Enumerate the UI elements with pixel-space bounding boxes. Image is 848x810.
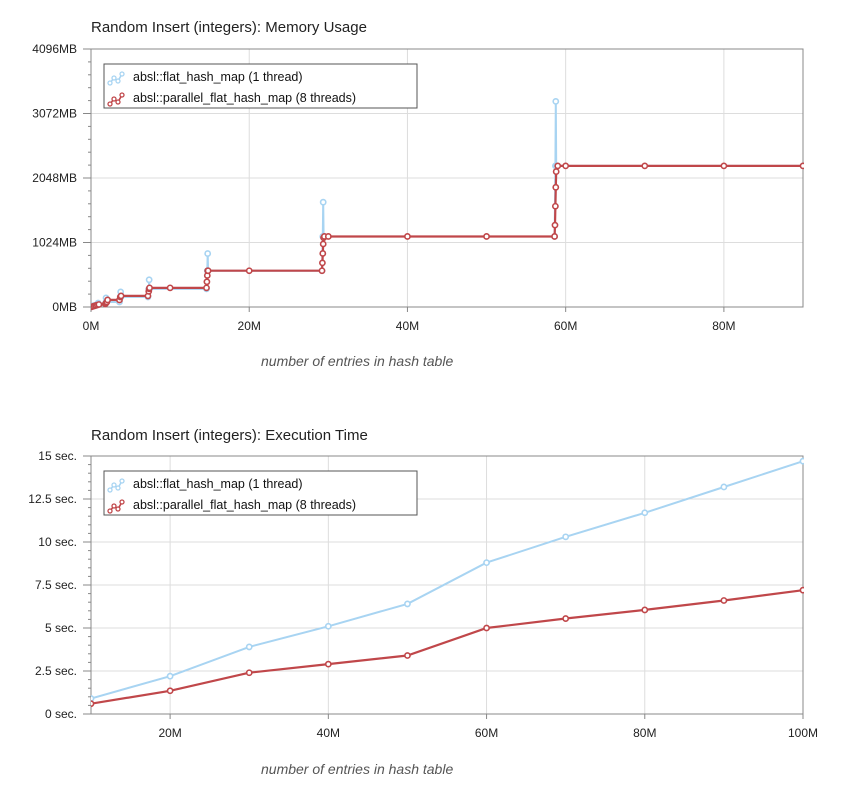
data-point bbox=[483, 233, 490, 240]
y-tick-label: 12.5 sec. bbox=[28, 492, 77, 506]
data-point bbox=[552, 98, 560, 105]
memory-usage-chart: Random Insert (integers): Memory Usage 0… bbox=[0, 0, 848, 400]
data-point bbox=[641, 606, 649, 614]
legend-line-icon bbox=[107, 92, 125, 107]
x-axis-label: number of entries in hash table bbox=[261, 761, 454, 777]
y-tick-label: 7.5 sec. bbox=[35, 578, 77, 592]
data-point bbox=[720, 483, 728, 491]
data-point bbox=[203, 278, 211, 286]
data-point bbox=[552, 183, 560, 191]
data-point bbox=[641, 509, 649, 517]
data-point bbox=[324, 660, 332, 668]
data-point bbox=[641, 162, 649, 170]
x-tick-label: 20M bbox=[238, 319, 261, 333]
chart-title: Random Insert (integers): Execution Time bbox=[91, 427, 368, 444]
data-point bbox=[799, 457, 804, 465]
data-point bbox=[554, 162, 562, 170]
data-point bbox=[799, 586, 804, 594]
series-line bbox=[91, 460, 804, 700]
data-point bbox=[245, 643, 253, 651]
legend: absl::flat_hash_map (1 thread)absl::para… bbox=[103, 470, 418, 516]
data-point bbox=[483, 559, 490, 567]
y-tick-label: 0 sec. bbox=[45, 707, 77, 721]
y-tick-label: 4096MB bbox=[32, 42, 77, 56]
data-point bbox=[166, 672, 174, 680]
execution-time-plot: 0 sec. 2.5 sec. 5 sec. 7.5 sec. 10 sec. 12.5 … bbox=[28, 449, 818, 740]
y-tick-label: 15 sec. bbox=[38, 449, 77, 463]
data-point bbox=[551, 233, 558, 240]
data-point bbox=[203, 284, 210, 292]
y-tick-label: 3072MB bbox=[32, 107, 77, 121]
x-tick-label: 80M bbox=[712, 319, 735, 333]
data-point bbox=[404, 652, 411, 659]
series-1 bbox=[91, 457, 804, 702]
data-point bbox=[166, 687, 174, 695]
data-point bbox=[483, 624, 490, 632]
series-2 bbox=[91, 162, 804, 311]
data-point bbox=[404, 600, 411, 608]
x-tick-label: 60M bbox=[475, 726, 498, 740]
data-point bbox=[95, 301, 103, 308]
data-point bbox=[562, 162, 570, 170]
execution-time-chart: Random Insert (integers): Execution Time… bbox=[0, 400, 848, 810]
data-point bbox=[104, 296, 112, 304]
legend-label: absl::flat_hash_map (1 thread) bbox=[133, 477, 303, 491]
data-point bbox=[720, 597, 728, 604]
series-2 bbox=[91, 586, 804, 708]
data-point bbox=[245, 267, 253, 275]
data-point bbox=[552, 168, 560, 175]
data-point bbox=[324, 622, 332, 630]
data-point bbox=[799, 162, 804, 170]
x-tick-label: 40M bbox=[396, 319, 419, 333]
data-point bbox=[204, 267, 212, 275]
legend-line-icon bbox=[107, 71, 125, 86]
x-tick-label: 20M bbox=[158, 726, 181, 740]
data-point bbox=[117, 292, 125, 300]
series-line bbox=[91, 164, 803, 309]
legend-box bbox=[103, 63, 418, 109]
data-point bbox=[720, 162, 728, 170]
y-tick-label: 2.5 sec. bbox=[35, 664, 77, 678]
series-line bbox=[91, 589, 804, 705]
memory-usage-plot: 0MB 1024MB 2048MB 3072MB 4096MB 0M 20M 40M 60M 80… bbox=[32, 42, 804, 333]
data-point bbox=[91, 700, 95, 708]
legend: absl::flat_hash_map (1 thread)absl::para… bbox=[103, 63, 418, 109]
legend-label: absl::parallel_flat_hash_map (8 threads) bbox=[133, 498, 356, 512]
data-point bbox=[319, 198, 327, 206]
legend-box bbox=[103, 470, 418, 516]
data-point bbox=[562, 615, 570, 622]
data-point bbox=[319, 240, 327, 248]
data-point bbox=[404, 233, 411, 240]
legend-label: absl::parallel_flat_hash_map (8 threads) bbox=[133, 91, 356, 105]
chart-title: Random Insert (integers): Memory Usage bbox=[91, 19, 367, 36]
data-point bbox=[551, 202, 559, 210]
data-point bbox=[145, 276, 153, 284]
x-axis-label: number of entries in hash table bbox=[261, 353, 454, 369]
data-point bbox=[245, 669, 253, 677]
data-point bbox=[324, 233, 332, 240]
series-line bbox=[91, 101, 803, 308]
y-tick-label: 2048MB bbox=[32, 171, 77, 185]
legend-line-icon bbox=[107, 499, 125, 514]
data-point bbox=[319, 250, 327, 257]
series-1 bbox=[91, 98, 804, 311]
y-tick-label: 5 sec. bbox=[45, 621, 77, 635]
y-tick-label: 10 sec. bbox=[38, 535, 77, 549]
data-point bbox=[166, 284, 174, 292]
x-tick-label: 100M bbox=[788, 726, 818, 740]
legend-line-icon bbox=[107, 478, 125, 493]
data-point bbox=[562, 533, 570, 541]
data-point bbox=[551, 221, 559, 229]
data-point bbox=[318, 267, 326, 275]
data-point bbox=[318, 259, 326, 267]
y-tick-label: 1024MB bbox=[32, 236, 77, 250]
x-tick-label: 60M bbox=[554, 319, 577, 333]
data-point bbox=[204, 250, 212, 257]
y-tick-label: 0MB bbox=[52, 300, 77, 314]
legend-label: absl::flat_hash_map (1 thread) bbox=[133, 70, 303, 84]
x-tick-label: 40M bbox=[317, 726, 340, 740]
x-tick-label: 0M bbox=[83, 319, 100, 333]
x-tick-label: 80M bbox=[633, 726, 656, 740]
data-point bbox=[146, 284, 153, 292]
